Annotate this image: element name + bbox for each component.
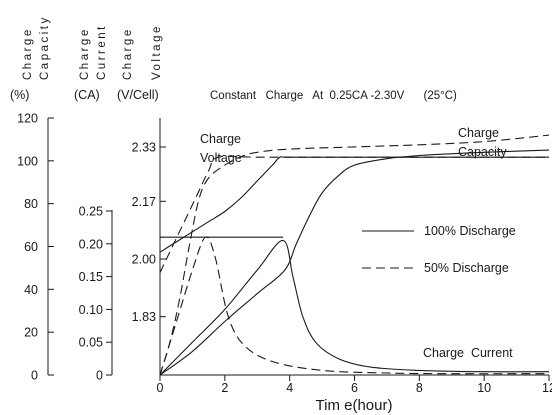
x-tick-label: 0	[157, 381, 164, 395]
capacity-tick-label: 40	[24, 283, 38, 297]
voltage-50-curve	[159, 155, 549, 273]
x-tick-label: 4	[286, 381, 293, 395]
x-axis-label: Tim e(hour)	[316, 397, 393, 414]
tick-marks	[48, 117, 550, 381]
legend-50-discharge: 50% Discharge	[424, 261, 509, 275]
chart-title: Constant Charge At 0.25CA -2.30V (25°C)	[210, 90, 457, 102]
x-tick-label: 2	[221, 381, 228, 395]
current-100-curve	[159, 239, 550, 376]
charge-capacity-label-2: Capacity	[458, 145, 507, 159]
current-axis-rot-label-1: Charge	[79, 27, 91, 80]
voltage-tick-label: 2.00	[132, 253, 156, 267]
current-tick-label: 0.05	[79, 336, 103, 350]
capacity-tick-label: 60	[24, 240, 38, 254]
capacity-tick-label: 20	[24, 326, 38, 340]
current-axis-rot-label-2: Current	[96, 24, 108, 80]
current-50-curve	[159, 236, 550, 376]
capacity-axis-unit: (%)	[10, 88, 29, 102]
capacity-tick-label: 120	[17, 112, 38, 126]
current-tick-label: 0.25	[79, 205, 103, 219]
charge-capacity-label-1: Charge	[458, 126, 499, 140]
charge-current-label: Charge Current	[423, 346, 513, 360]
voltage-axis-unit: (V/Cell)	[117, 88, 159, 102]
capacity-tick-label: 0	[31, 369, 38, 383]
charge-voltage-label-2: Voltage	[200, 151, 242, 165]
capacity-50-curve	[159, 134, 550, 376]
current-tick-label: 0.15	[79, 270, 103, 284]
capacity-tick-label: 80	[24, 197, 38, 211]
current-tick-label: 0.20	[79, 237, 103, 251]
current-axis-unit: (CA)	[74, 88, 100, 102]
voltage-tick-label: 2.17	[132, 195, 156, 209]
capacity-axis-rot-label-2: Capacity	[39, 15, 51, 80]
charge-voltage-label-1: Charge	[200, 132, 241, 146]
x-tick-label: 12	[542, 381, 552, 395]
voltage-axis-rot-label-2: Voltage	[151, 24, 163, 80]
tick-labels: 02468101202040608010012000.050.100.150.2…	[17, 112, 552, 396]
legend-100-discharge: 100% Discharge	[424, 224, 516, 238]
capacity-axis-rot-label-1: Charge	[22, 27, 34, 80]
series-layer	[159, 134, 550, 376]
x-tick-label: 8	[416, 381, 423, 395]
x-tick-label: 6	[351, 381, 358, 395]
current-tick-label: 0	[96, 369, 103, 383]
current-tick-label: 0.10	[79, 303, 103, 317]
capacity-tick-label: 100	[17, 154, 38, 168]
x-tick-label: 10	[477, 381, 491, 395]
voltage-100-curve	[159, 156, 549, 253]
voltage-tick-label: 1.83	[132, 310, 156, 324]
voltage-tick-label: 2.33	[132, 141, 156, 155]
voltage-axis-rot-label-1: Charge	[122, 27, 134, 80]
